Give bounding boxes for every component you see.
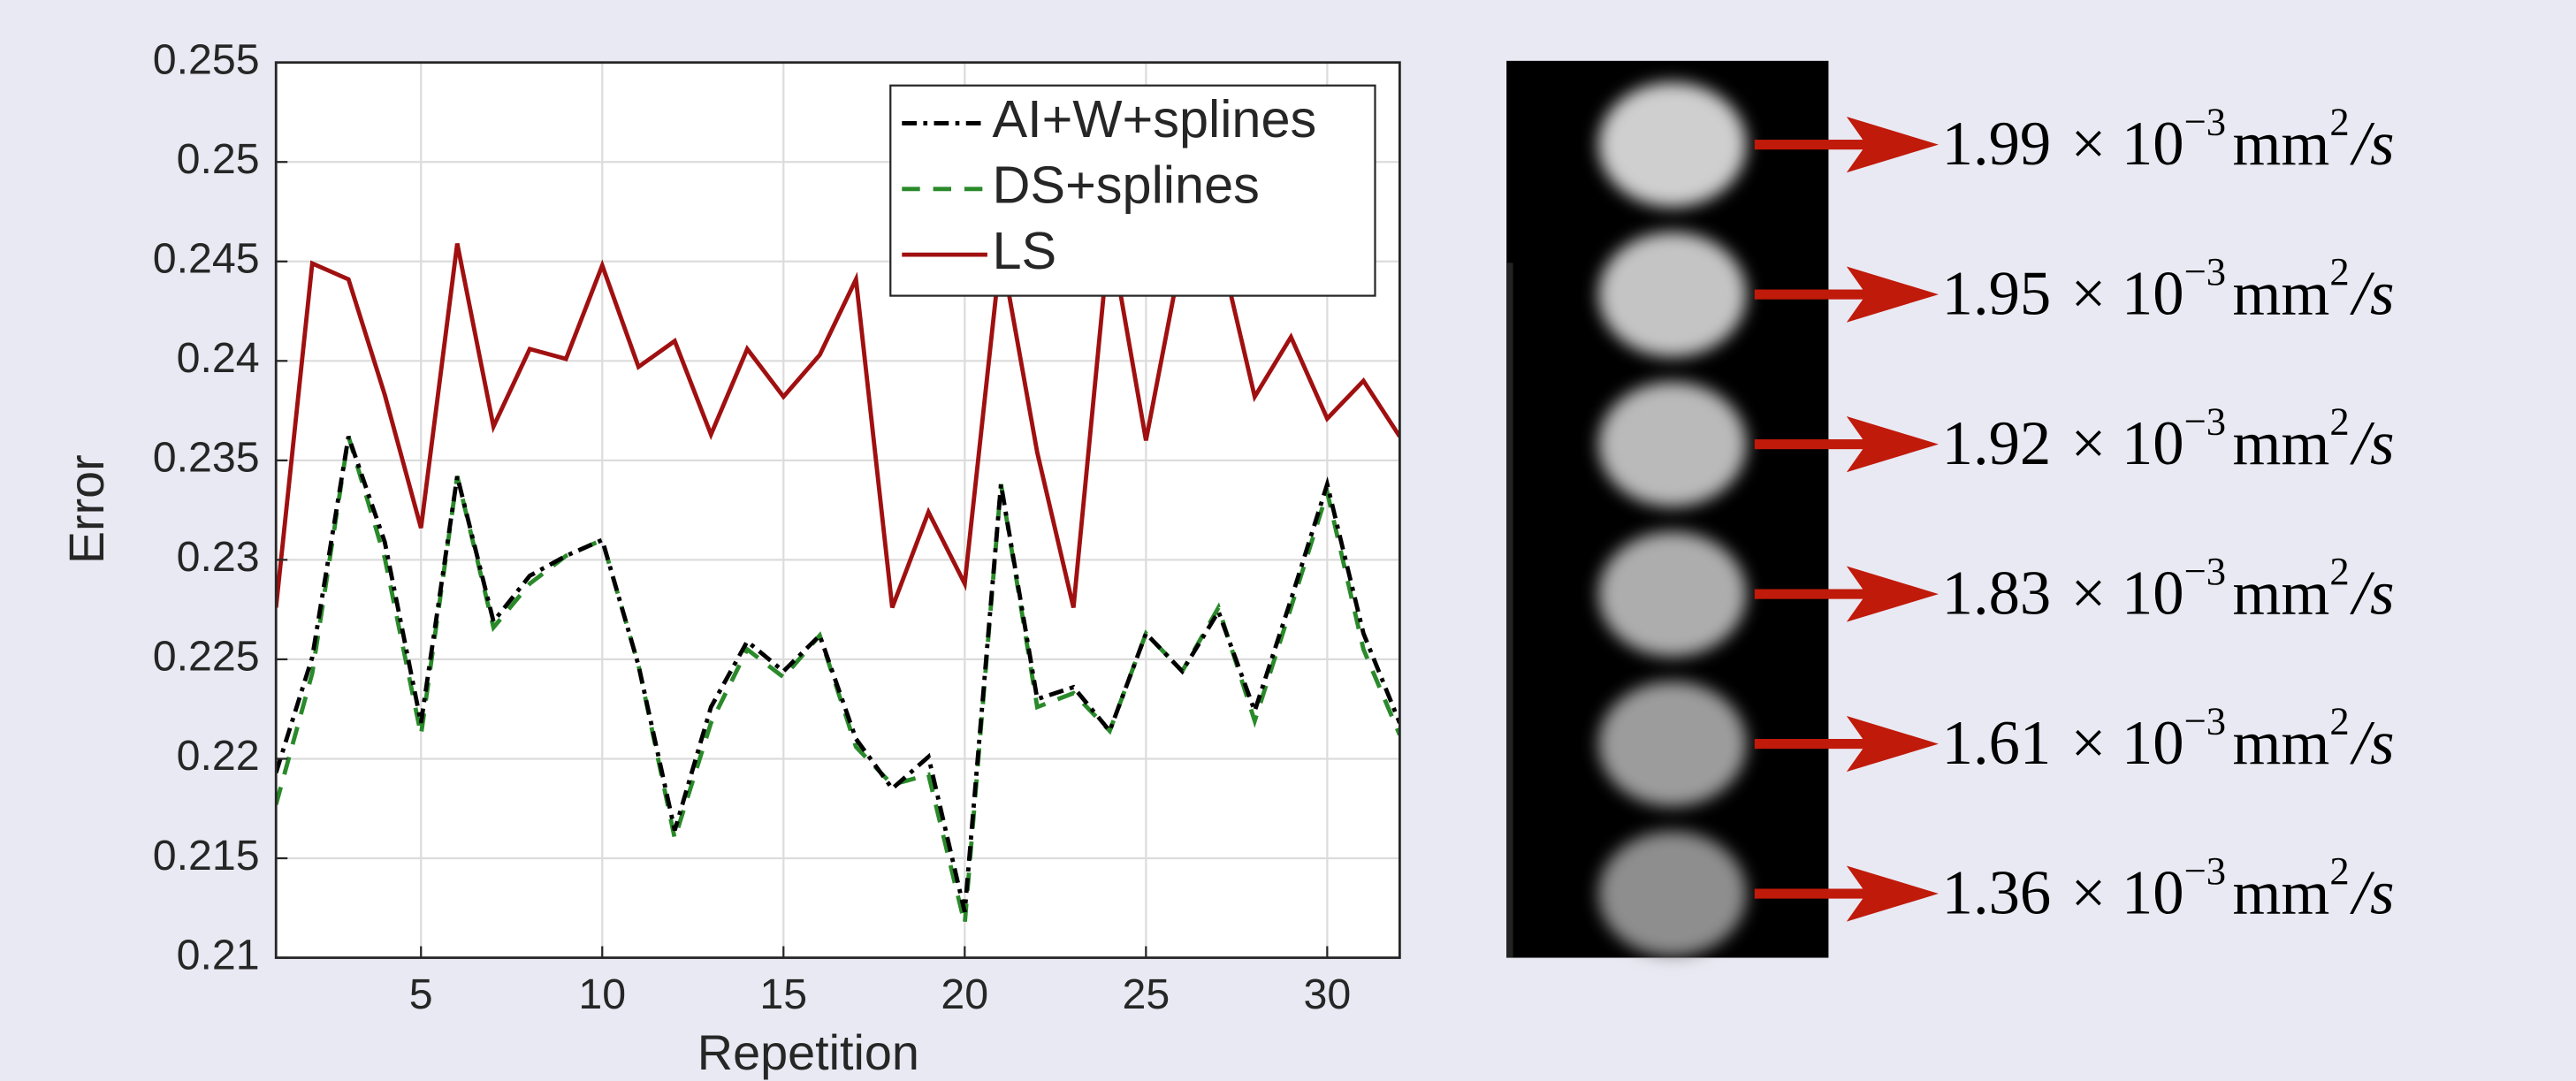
x-tick-label: 10: [578, 971, 626, 1018]
y-tick-label: 0.23: [177, 533, 260, 581]
label-part: /s: [2349, 559, 2394, 628]
x-tick-label: 15: [759, 971, 807, 1018]
y-tick-label: 0.24: [177, 334, 260, 382]
y-tick-label: 0.245: [153, 235, 260, 283]
y-tick-label: 0.21: [177, 931, 260, 978]
label-part: 1.83: [1942, 559, 2052, 628]
label-part: −3: [2184, 99, 2226, 143]
label-part: mm: [2233, 110, 2330, 179]
label-part: mm: [2233, 409, 2330, 478]
y-tick-label: 0.22: [177, 732, 260, 780]
phantom-vial: [1598, 831, 1746, 955]
label-part: 1.36: [1942, 858, 2052, 927]
label-part: 1.99: [1942, 110, 2052, 179]
y-tick-label: 0.235: [153, 434, 260, 482]
phantom-vial: [1598, 382, 1746, 506]
label-part: 1.61: [1942, 709, 2052, 778]
phantom-vial: [1598, 232, 1746, 356]
label-part: 2: [2329, 99, 2349, 143]
label-part: × 10: [2071, 559, 2184, 628]
label-part: × 10: [2071, 409, 2184, 478]
phantom-vial: [1598, 82, 1746, 207]
label-part: 2: [2329, 849, 2349, 893]
label-part: × 10: [2071, 858, 2184, 927]
label-part: mm: [2233, 259, 2330, 328]
label-part: mm: [2233, 858, 2330, 927]
arrow-shaft: [1755, 888, 1870, 898]
x-tick-label: 25: [1122, 971, 1170, 1018]
label-part: × 10: [2071, 110, 2184, 179]
x-tick-label: 20: [941, 971, 988, 1018]
phantom-vial: [1598, 531, 1746, 656]
y-tick-label: 0.25: [177, 135, 260, 183]
label-part: /s: [2349, 409, 2394, 478]
arrow-shaft: [1755, 290, 1870, 300]
y-tick-label: 0.255: [153, 35, 260, 83]
arrow-shaft: [1755, 439, 1870, 449]
y-tick-label: 0.215: [153, 832, 260, 879]
x-axis-label: Repetition: [697, 1025, 919, 1080]
arrow-shaft: [1755, 590, 1870, 599]
label-part: 2: [2329, 698, 2349, 742]
label-part: −3: [2184, 399, 2226, 443]
label-part: mm: [2233, 559, 2330, 628]
y-tick-label: 0.225: [153, 633, 260, 681]
label-part: −3: [2184, 249, 2226, 293]
x-tick-label: 5: [409, 971, 433, 1018]
image-edge: [1506, 263, 1513, 957]
page: 0.21 0.215 0.22 0.225 0.23 0.235 0.24 0.245 0.25…: [0, 0, 2576, 1081]
legend-label: LS: [992, 221, 1056, 280]
label-part: /s: [2349, 858, 2394, 927]
label-part: −3: [2184, 549, 2226, 593]
label-part: 2: [2329, 549, 2349, 593]
label-part: 1.92: [1942, 409, 2052, 478]
label-part: mm: [2233, 709, 2330, 778]
y-axis-label: Error: [59, 454, 114, 564]
label-part: × 10: [2071, 259, 2184, 328]
figure: 0.21 0.215 0.22 0.225 0.23 0.235 0.24 0.245 0.25…: [0, 0, 2576, 1081]
label-part: −3: [2184, 849, 2226, 893]
label-part: −3: [2184, 698, 2226, 742]
label-part: × 10: [2071, 709, 2184, 778]
label-part: /s: [2349, 110, 2394, 179]
label-part: /s: [2349, 259, 2394, 328]
x-tick-label: 30: [1303, 971, 1351, 1018]
label-part: 1.95: [1942, 259, 2052, 328]
legend-label: DS+splines: [992, 156, 1259, 215]
arrow-shaft: [1755, 140, 1870, 149]
label-part: /s: [2349, 709, 2394, 778]
label-part: 2: [2329, 399, 2349, 443]
legend-label: AI+W+splines: [992, 89, 1316, 148]
label-part: 2: [2329, 249, 2349, 293]
arrow-shaft: [1755, 739, 1870, 749]
phantom-vial: [1598, 681, 1746, 806]
